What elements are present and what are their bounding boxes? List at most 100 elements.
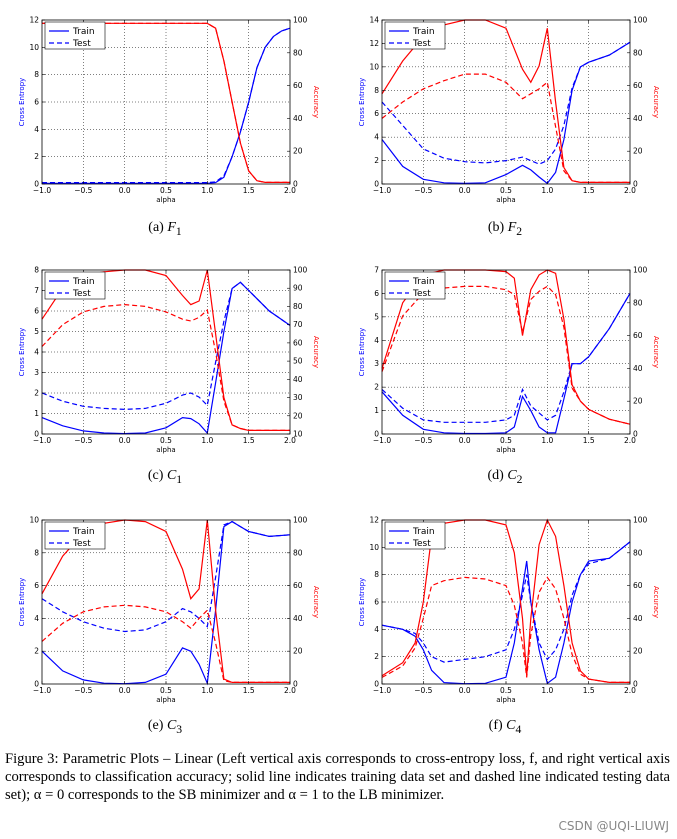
y-axis-label: Cross Entropy [358, 328, 366, 377]
legend: Train Test [384, 521, 446, 550]
y2-tick-label: 100 [633, 516, 648, 525]
legend-entry: Train [412, 527, 435, 537]
y-tick-label: 4 [34, 125, 39, 134]
x-tick-label: 2.0 [624, 186, 636, 195]
x-tick-label: 2.0 [284, 686, 296, 695]
y2-tick-label: 100 [633, 266, 648, 275]
y2-tick-label: 0 [633, 430, 638, 439]
x-tick-label: −1.0 [33, 436, 51, 445]
y2-axis-label: Accuracy [312, 86, 320, 118]
y-axis-label: Cross Entropy [18, 328, 26, 377]
chart-panel-C3: −1.0 −0.5 0.0 0.5 1.0 1.5 2.0 0 2 4 6 8 10 0 20 40 60 80 1… [0, 508, 335, 708]
y2-tick-label: 20 [293, 411, 303, 420]
x-tick-label: 2.0 [624, 436, 636, 445]
y2-tick-label: 40 [293, 614, 303, 623]
y-tick-label: 2 [34, 389, 39, 398]
watermark: CSDN @UQI-LIUWJ [558, 819, 669, 833]
x-tick-label: 0.0 [459, 686, 471, 695]
x-tick-label: −0.5 [74, 436, 92, 445]
y2-tick-label: 60 [633, 581, 643, 590]
y-tick-label: 0 [34, 430, 39, 439]
x-tick-label: 0.5 [500, 186, 512, 195]
x-tick-label: 1.0 [201, 436, 213, 445]
chart-panel-F2: −1.0 −0.5 0.0 0.5 1.0 1.5 2.0 0 2 4 6 8 10 12 14 0 20 40 6… [340, 8, 675, 208]
y-tick-label: 7 [34, 286, 39, 295]
y-axis-label: Cross Entropy [358, 578, 366, 627]
x-tick-label: −0.5 [414, 186, 432, 195]
y-tick-label: 0 [34, 680, 39, 689]
legend: Train Test [44, 21, 106, 50]
y-axis-label: Cross Entropy [358, 78, 366, 127]
y-tick-label: 6 [374, 289, 379, 298]
series-test-cross-entropy-line [41, 520, 291, 633]
series-test-accuracy-line [381, 285, 631, 425]
y-tick-label: 3 [34, 368, 39, 377]
y-tick-label: 10 [29, 516, 39, 525]
subfigure-caption: (f) C4 [488, 718, 522, 736]
y-tick-label: 4 [374, 336, 379, 345]
x-tick-label: 0.0 [119, 186, 131, 195]
y-tick-label: 12 [369, 39, 379, 48]
y-tick-label: 3 [374, 359, 379, 368]
x-tick-label: −1.0 [33, 686, 51, 695]
y2-tick-label: 60 [293, 338, 303, 347]
chart-svg-C3: −1.0 −0.5 0.0 0.5 1.0 1.5 2.002468100204060801… [18, 516, 320, 705]
y2-tick-label: 30 [293, 393, 303, 402]
y2-tick-label: 20 [633, 647, 643, 656]
y-axis-label: Cross Entropy [18, 578, 26, 627]
y2-tick-label: 40 [293, 114, 303, 123]
x-axis-label: alpha [156, 196, 175, 204]
y-tick-label: 8 [34, 548, 39, 557]
chart-panel-F1: −1.0 −0.5 0.0 0.5 1.0 1.5 2.0 0 2 4 6 8 10 12 0 20 40 60 8… [0, 8, 335, 208]
chart-panel-C4: −1.0 −0.5 0.0 0.5 1.0 1.5 2.0 0 2 4 6 8 10 12 0 20 40 60 8… [340, 508, 675, 708]
subfigure-caption: (a) F1 [148, 220, 182, 238]
y2-tick-label: 0 [293, 680, 298, 689]
subfigure-caption: (e) C3 [147, 718, 183, 736]
x-tick-label: 1.0 [541, 686, 553, 695]
y2-tick-label: 100 [293, 16, 308, 25]
x-tick-label: 0.5 [160, 686, 172, 695]
y2-tick-label: 100 [633, 16, 648, 25]
y-tick-label: 10 [29, 43, 39, 52]
y-tick-label: 7 [374, 266, 379, 275]
legend-entry: Test [72, 539, 91, 549]
y-tick-label: 10 [369, 543, 379, 552]
series-test-accuracy-line [41, 604, 290, 683]
series-train-cross-entropy-line [42, 27, 291, 184]
chart-svg-F2: −1.0 −0.5 0.0 0.5 1.0 1.5 2.002468101214020406… [358, 16, 660, 205]
legend-entry: Train [72, 527, 95, 537]
x-tick-label: 1.0 [201, 686, 213, 695]
x-axis-label: alpha [496, 196, 515, 204]
legend-entry: Train [412, 27, 435, 37]
y-tick-label: 6 [34, 98, 39, 107]
legend-entry: Test [412, 39, 431, 49]
series-train-accuracy-line [381, 518, 630, 683]
y-tick-label: 5 [374, 312, 379, 321]
chart-svg-C1: −1.0 −0.5 0.0 0.5 1.0 1.5 2.0 0 1 2 3 4 5 6 7 8 10 20 30 40… [18, 266, 320, 455]
legend-entry: Test [72, 289, 91, 299]
chart-svg-C2: −1.0 −0.5 0.0 0.5 1.0 1.5 2.001234567020406080… [358, 266, 660, 455]
series-test-accuracy-line [381, 576, 630, 683]
y2-tick-label: 0 [633, 680, 638, 689]
y2-tick-label: 100 [293, 516, 308, 525]
y2-tick-label: 90 [293, 284, 303, 293]
y-tick-label: 0 [374, 430, 379, 439]
x-tick-label: 1.5 [583, 186, 595, 195]
y-tick-label: 6 [34, 581, 39, 590]
y-tick-label: 0 [374, 180, 379, 189]
y2-axis-label: Accuracy [652, 86, 660, 118]
y2-axis-label: Accuracy [312, 336, 320, 368]
x-tick-label: 0.5 [160, 436, 172, 445]
y-tick-label: 4 [34, 348, 39, 357]
legend-entry: Train [72, 277, 95, 287]
x-tick-label: 2.0 [284, 186, 296, 195]
series-test-accuracy-line [42, 22, 290, 183]
legend: Train Test [44, 271, 106, 300]
y-tick-label: 2 [34, 647, 39, 656]
x-tick-label: 1.5 [583, 686, 595, 695]
y-tick-label: 1 [34, 409, 39, 418]
x-tick-label: 1.5 [243, 436, 255, 445]
y-tick-label: 2 [374, 652, 379, 661]
x-tick-label: 0.5 [160, 186, 172, 195]
x-tick-label: 1.5 [583, 436, 595, 445]
